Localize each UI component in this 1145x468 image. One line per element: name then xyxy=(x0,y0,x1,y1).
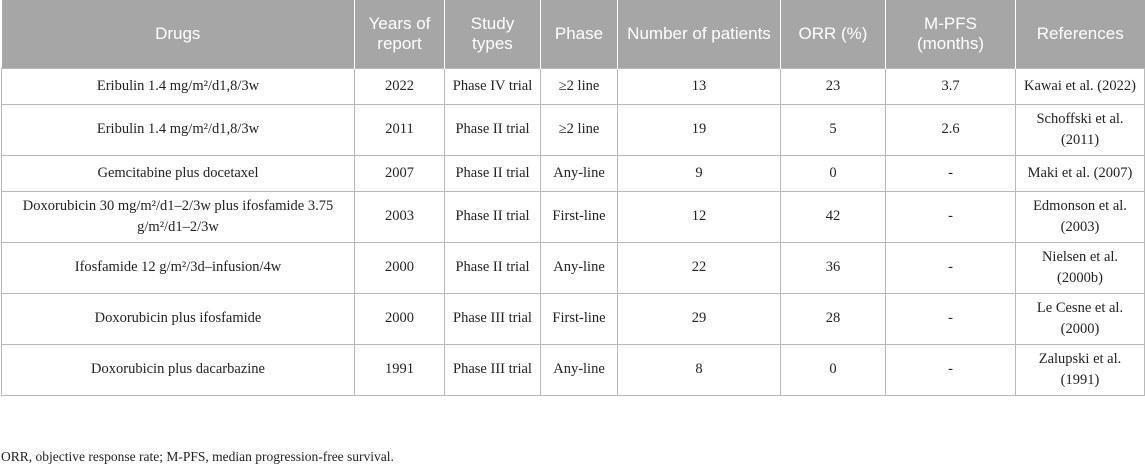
cell-drugs: Gemcitabine plus docetaxel xyxy=(1,154,355,192)
cell-year: 2000 xyxy=(354,292,445,345)
cell-patients: 29 xyxy=(617,292,781,345)
cell-reference: Nielsen et al. (2000b) xyxy=(1015,241,1145,294)
cell-drugs: Doxorubicin plus dacarbazine xyxy=(1,343,355,396)
cell-orr: 23 xyxy=(780,67,886,105)
cell-m-pfs: 3.7 xyxy=(885,67,1016,105)
cell-study-type: Phase III trial xyxy=(444,292,541,345)
table-row: Gemcitabine plus docetaxel 2007 Phase II… xyxy=(1,154,1145,192)
cell-year: 2022 xyxy=(354,67,445,105)
cell-orr: 36 xyxy=(780,241,886,294)
cell-phase: First-line xyxy=(540,190,618,243)
cell-reference: Zalupski et al. (1991) xyxy=(1015,343,1145,396)
cell-phase: ≥2 line xyxy=(540,103,618,156)
cell-phase: Any-line xyxy=(540,343,618,396)
cell-year: 2007 xyxy=(354,154,445,192)
cell-reference: Kawai et al. (2022) xyxy=(1015,67,1145,105)
header-row: Drugs Years of report Study types Phase … xyxy=(1,0,1145,68)
cell-drugs: Ifosfamide 12 g/m²/3d–infusion/4w xyxy=(1,241,355,294)
table-row: Doxorubicin plus ifosfamide 2000 Phase I… xyxy=(1,292,1145,345)
header-number-of-patients: Number of patients xyxy=(617,0,781,68)
cell-phase: First-line xyxy=(540,292,618,345)
header-phase: Phase xyxy=(540,0,618,68)
cell-drugs: Eribulin 1.4 mg/m²/d1,8/3w xyxy=(1,103,355,156)
cell-m-pfs: - xyxy=(885,190,1016,243)
table-row: Eribulin 1.4 mg/m²/d1,8/3w 2011 Phase II… xyxy=(1,103,1145,156)
cell-study-type: Phase II trial xyxy=(444,241,541,294)
cell-study-type: Phase II trial xyxy=(444,190,541,243)
cell-patients: 8 xyxy=(617,343,781,396)
cell-year: 2003 xyxy=(354,190,445,243)
header-study-types: Study types xyxy=(444,0,541,68)
cell-drugs: Doxorubicin 30 mg/m²/d1–2/3w plus ifosfa… xyxy=(1,190,355,243)
cell-m-pfs: - xyxy=(885,292,1016,345)
cell-phase: Any-line xyxy=(540,154,618,192)
cell-m-pfs: - xyxy=(885,343,1016,396)
cell-reference: Maki et al. (2007) xyxy=(1015,154,1145,192)
cell-m-pfs: - xyxy=(885,241,1016,294)
header-m-pfs: M-PFS (months) xyxy=(885,0,1016,68)
cell-patients: 13 xyxy=(617,67,781,105)
cell-study-type: Phase III trial xyxy=(444,343,541,396)
cell-m-pfs: 2.6 xyxy=(885,103,1016,156)
header-orr: ORR (%) xyxy=(780,0,886,68)
header-years-of-report: Years of report xyxy=(354,0,445,68)
header-drugs: Drugs xyxy=(1,0,355,68)
cell-study-type: Phase II trial xyxy=(444,154,541,192)
header-references: References xyxy=(1015,0,1145,68)
cell-patients: 22 xyxy=(617,241,781,294)
table-footnote: ORR, objective response rate; M-PFS, med… xyxy=(1,449,394,464)
table-row: Ifosfamide 12 g/m²/3d–infusion/4w 2000 P… xyxy=(1,241,1145,294)
cell-reference: Le Cesne et al. (2000) xyxy=(1015,292,1145,345)
cell-drugs: Doxorubicin plus ifosfamide xyxy=(1,292,355,345)
results-table-container: Drugs Years of report Study types Phase … xyxy=(1,0,1145,396)
cell-orr: 5 xyxy=(780,103,886,156)
results-table: Drugs Years of report Study types Phase … xyxy=(1,0,1145,396)
cell-drugs: Eribulin 1.4 mg/m²/d1,8/3w xyxy=(1,67,355,105)
cell-orr: 28 xyxy=(780,292,886,345)
cell-m-pfs: - xyxy=(885,154,1016,192)
cell-reference: Edmonson et al. (2003) xyxy=(1015,190,1145,243)
cell-patients: 19 xyxy=(617,103,781,156)
table-row: Eribulin 1.4 mg/m²/d1,8/3w 2022 Phase IV… xyxy=(1,67,1145,105)
cell-patients: 12 xyxy=(617,190,781,243)
cell-phase: Any-line xyxy=(540,241,618,294)
cell-orr: 0 xyxy=(780,154,886,192)
cell-patients: 9 xyxy=(617,154,781,192)
cell-orr: 42 xyxy=(780,190,886,243)
cell-year: 2000 xyxy=(354,241,445,294)
cell-study-type: Phase IV trial xyxy=(444,67,541,105)
cell-study-type: Phase II trial xyxy=(444,103,541,156)
cell-phase: ≥2 line xyxy=(540,67,618,105)
cell-year: 2011 xyxy=(354,103,445,156)
cell-reference: Schoffski et al. (2011) xyxy=(1015,103,1145,156)
table-row: Doxorubicin 30 mg/m²/d1–2/3w plus ifosfa… xyxy=(1,190,1145,243)
table-row: Doxorubicin plus dacarbazine 1991 Phase … xyxy=(1,343,1145,396)
cell-orr: 0 xyxy=(780,343,886,396)
cell-year: 1991 xyxy=(354,343,445,396)
